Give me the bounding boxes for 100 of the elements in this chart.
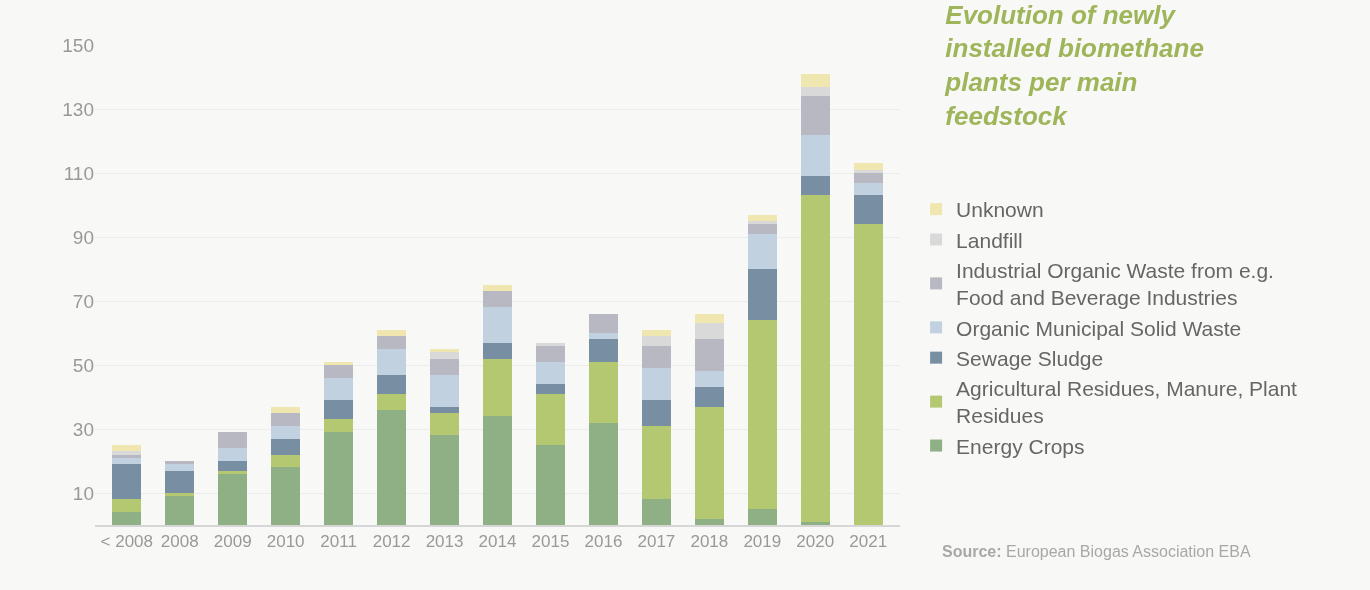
bar — [165, 464, 195, 471]
bar — [535, 445, 566, 525]
bar — [271, 425, 301, 439]
bar — [641, 345, 671, 369]
bar — [588, 313, 618, 333]
bar — [694, 387, 724, 407]
bar — [694, 518, 724, 525]
bar — [535, 384, 566, 394]
bar — [535, 361, 566, 385]
y-tick-label: 90 — [72, 226, 94, 248]
bar — [800, 134, 830, 177]
bar — [641, 400, 671, 426]
legend-label: Unknown — [956, 198, 1044, 222]
y-tick-label: 110 — [63, 162, 94, 184]
bar — [112, 512, 142, 525]
bar — [747, 509, 777, 525]
bar — [853, 169, 883, 173]
legend-label: Landfill — [956, 228, 1023, 252]
bar — [377, 336, 407, 349]
bar — [800, 195, 830, 522]
bar — [165, 493, 195, 497]
bar — [853, 182, 883, 196]
bar — [271, 406, 301, 413]
bar — [694, 406, 724, 519]
bar — [218, 448, 248, 461]
bar — [853, 195, 883, 225]
bar — [482, 291, 513, 308]
bar — [747, 320, 777, 509]
y-tick-label: 130 — [62, 98, 94, 120]
bar — [747, 233, 777, 269]
bar — [165, 496, 195, 525]
bar — [747, 221, 777, 225]
bar — [218, 473, 248, 525]
legend-label: Agricultural Residues, Manure, Plant Residues — [956, 377, 1298, 428]
source-note: Source: European Biogas Association EBA — [942, 543, 1251, 560]
bar — [429, 435, 460, 525]
x-tick-label: 2017 — [637, 532, 676, 552]
bar — [324, 432, 354, 525]
legend-label: Organic Municipal Solid Waste — [956, 316, 1242, 340]
bar — [271, 467, 301, 525]
bar — [588, 339, 618, 362]
bar — [641, 329, 671, 337]
bar — [429, 349, 460, 353]
bar — [800, 96, 830, 135]
bar — [853, 173, 883, 183]
bar — [482, 358, 513, 417]
bar — [112, 445, 142, 452]
bar — [429, 352, 460, 359]
bar — [429, 358, 460, 375]
bar — [271, 454, 301, 468]
x-tick-label: 2021 — [849, 532, 888, 552]
bar — [641, 425, 671, 500]
bar — [218, 461, 248, 471]
bar — [641, 499, 671, 525]
bar — [853, 224, 883, 525]
y-tick-label: 10 — [72, 482, 94, 504]
legend-label: Sewage Sludge — [956, 346, 1104, 370]
bar — [588, 422, 618, 525]
x-tick-label: 2013 — [425, 532, 464, 552]
bar — [535, 345, 566, 362]
bar — [218, 432, 248, 449]
bar — [482, 416, 513, 525]
bar — [694, 323, 724, 340]
x-tick-label: 2019 — [743, 532, 782, 552]
bar — [694, 313, 724, 324]
bar — [482, 285, 513, 292]
bar — [377, 409, 407, 525]
bar — [429, 374, 460, 407]
x-tick-label: < 2008 — [100, 532, 154, 552]
x-tick-label: 2016 — [584, 532, 623, 552]
bar — [324, 419, 354, 433]
legend-label: Industrial Organic Waste from e.g. Food and Beverage Industries — [956, 258, 1274, 310]
bar — [271, 413, 301, 426]
bar — [694, 339, 724, 372]
bar — [588, 333, 618, 340]
bar — [853, 163, 883, 170]
x-tick-label: 2010 — [266, 532, 305, 552]
x-tick-label: 2011 — [320, 532, 357, 552]
bar — [377, 329, 407, 337]
bar — [165, 461, 195, 465]
y-tick-label: 50 — [72, 354, 94, 376]
x-tick-label: 2009 — [213, 532, 252, 552]
y-tick-label: 150 — [62, 34, 94, 56]
bar — [535, 342, 566, 346]
x-tick-label: 2012 — [372, 532, 411, 552]
bar — [641, 336, 671, 346]
bar — [800, 73, 830, 87]
bar — [377, 393, 407, 410]
bar — [324, 365, 354, 378]
bar — [324, 377, 354, 401]
legend-label: Energy Crops — [956, 434, 1085, 458]
bar — [165, 470, 195, 493]
bar — [482, 307, 513, 343]
bar — [429, 413, 460, 436]
bar — [535, 393, 566, 445]
bar — [324, 361, 354, 365]
bar — [747, 269, 777, 321]
bar — [112, 457, 142, 465]
bar — [377, 374, 407, 394]
bar — [482, 342, 513, 359]
